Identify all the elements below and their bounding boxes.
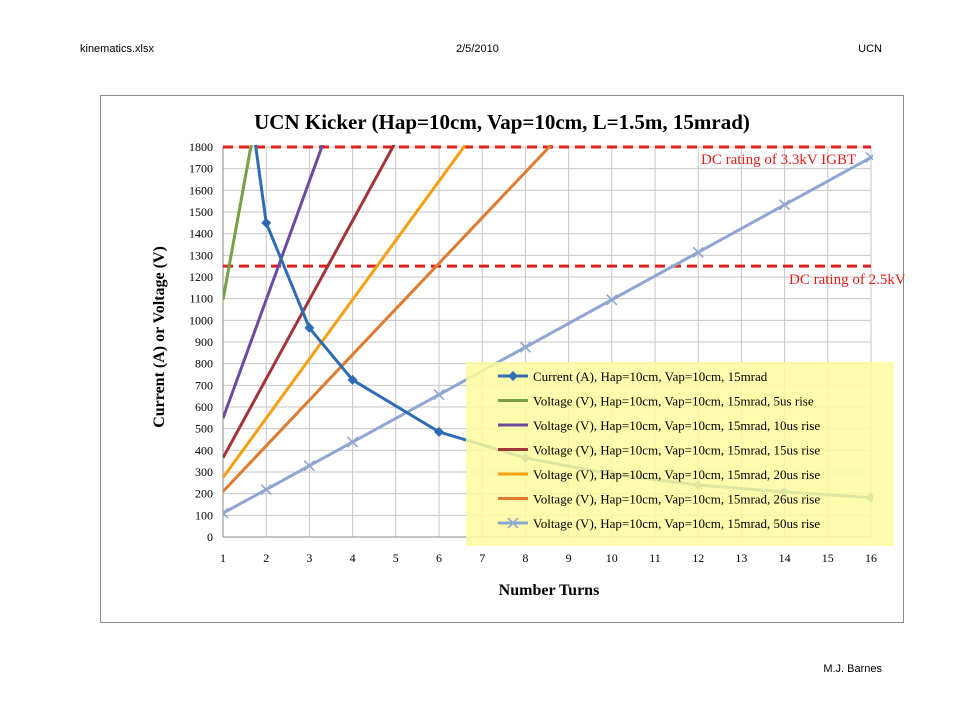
x-tick-label: 9 xyxy=(566,551,572,565)
series-line-v15 xyxy=(223,145,396,459)
x-tick-label: 5 xyxy=(393,551,399,565)
legend-label-v15: Voltage (V), Hap=10cm, Vap=10cm, 15mrad,… xyxy=(533,443,820,458)
series-line-v26 xyxy=(223,145,554,493)
x-tick-label: 11 xyxy=(649,551,661,565)
legend-label-v50: Voltage (V), Hap=10cm, Vap=10cm, 15mrad,… xyxy=(533,516,820,531)
chart-svg: UCN Kicker (Hap=10cm, Vap=10cm, L=1.5m, … xyxy=(151,110,905,599)
y-tick-label: 0 xyxy=(207,530,213,544)
y-tick-label: 300 xyxy=(195,465,213,479)
legend-box xyxy=(466,362,894,546)
data-point-current xyxy=(347,374,358,385)
header-date: 2/5/2010 xyxy=(456,43,499,55)
x-tick-label: 8 xyxy=(522,551,528,565)
data-point-v50 xyxy=(433,389,445,401)
data-point-current xyxy=(304,322,315,333)
data-point-v50 xyxy=(692,246,704,258)
y-tick-label: 1200 xyxy=(189,270,213,284)
x-tick-label: 6 xyxy=(436,551,442,565)
chart-title: UCN Kicker (Hap=10cm, Vap=10cm, L=1.5m, … xyxy=(254,110,750,134)
y-tick-label: 700 xyxy=(195,378,213,392)
y-tick-label: 500 xyxy=(195,422,213,436)
legend-marker-current xyxy=(508,371,518,381)
reference-label: DC rating of 3.3kV IGBT xyxy=(701,152,856,168)
data-point-v50 xyxy=(223,507,229,519)
x-tick-label: 13 xyxy=(735,551,747,565)
x-axis-label: Number Turns xyxy=(499,582,600,599)
legend-marker-v50 xyxy=(507,517,519,529)
x-tick-label: 4 xyxy=(350,551,356,565)
data-point-v50 xyxy=(519,341,531,353)
legend-label-v10: Voltage (V), Hap=10cm, Vap=10cm, 15mrad,… xyxy=(533,418,820,433)
data-point-current xyxy=(261,217,272,228)
y-tick-label: 400 xyxy=(195,443,213,457)
x-tick-label: 16 xyxy=(865,551,877,565)
y-tick-label: 1400 xyxy=(189,227,213,241)
data-point-v50 xyxy=(303,460,315,472)
x-tick-label: 2 xyxy=(263,551,269,565)
header-org: UCN xyxy=(858,43,882,55)
legend: Current (A), Hap=10cm, Vap=10cm, 15mrad V… xyxy=(466,362,894,546)
x-tick-label: 10 xyxy=(606,551,618,565)
data-point-v50 xyxy=(347,436,359,448)
y-tick-label: 1700 xyxy=(189,162,213,176)
y-tick-label: 100 xyxy=(195,508,213,522)
y-tick-label: 200 xyxy=(195,487,213,501)
reference-label: DC rating of 2.5kV IGBT xyxy=(789,272,905,288)
series-line-v20 xyxy=(223,145,468,479)
data-point-v50 xyxy=(260,483,272,496)
x-tick-label: 7 xyxy=(479,551,485,565)
legend-label-v26: Voltage (V), Hap=10cm, Vap=10cm, 15mrad,… xyxy=(533,492,820,507)
y-tick-label: 1800 xyxy=(189,140,213,154)
series-line-v10 xyxy=(223,145,325,419)
data-point-v50 xyxy=(865,151,873,163)
x-tick-label: 3 xyxy=(306,551,312,565)
x-tick-label: 1 xyxy=(220,551,226,565)
y-tick-label: 600 xyxy=(195,400,213,414)
legend-label-v20: Voltage (V), Hap=10cm, Vap=10cm, 15mrad,… xyxy=(533,467,820,482)
data-point-v50 xyxy=(779,199,791,211)
reference-lines: DC rating of 3.3kV IGBT DC rating of 2.5k… xyxy=(223,145,905,288)
y-tick-label: 1500 xyxy=(189,205,213,219)
data-point-v50 xyxy=(606,294,618,306)
legend-label-v5: Voltage (V), Hap=10cm, Vap=10cm, 15mrad,… xyxy=(533,394,814,409)
legend-label-current: Current (A), Hap=10cm, Vap=10cm, 15mrad xyxy=(533,369,768,384)
x-tick-label: 12 xyxy=(692,551,704,565)
y-tick-label: 900 xyxy=(195,335,213,349)
data-point-current xyxy=(434,426,444,437)
y-axis-label: Current (A) or Voltage (V) xyxy=(151,246,168,428)
y-tick-label: 800 xyxy=(195,357,213,371)
y-tick-label: 1000 xyxy=(189,313,213,327)
footer-author: M.J. Barnes xyxy=(823,663,882,675)
chart-area: UCN Kicker (Hap=10cm, Vap=10cm, L=1.5m, … xyxy=(100,95,905,623)
tick-labels: 0 100 200 300 400 500 600 700 800 900 1000 1100 1200… xyxy=(189,140,877,565)
y-tick-label: 1100 xyxy=(189,292,213,306)
x-tick-label: 14 xyxy=(779,551,791,565)
x-tick-label: 15 xyxy=(822,551,834,565)
y-tick-label: 1300 xyxy=(189,248,213,262)
series-line-v5 xyxy=(223,145,253,301)
y-tick-label: 1600 xyxy=(189,183,213,197)
header-filename: kinematics.xlsx xyxy=(80,43,154,55)
